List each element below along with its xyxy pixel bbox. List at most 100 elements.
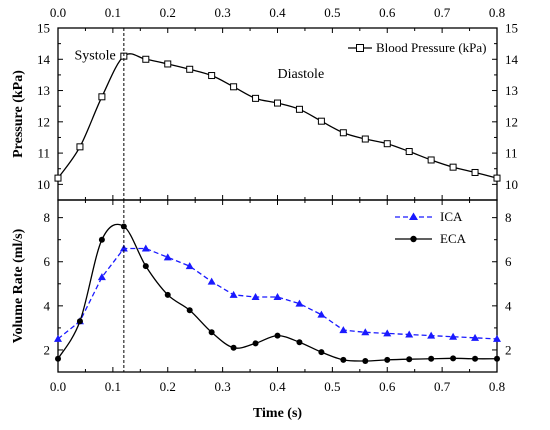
data-point-eca [142, 263, 149, 270]
data-point-eca [230, 344, 237, 351]
data-point-ica [163, 253, 172, 261]
y-tick-label-right: 11 [505, 146, 518, 161]
x-tick-label: 0.1 [105, 379, 121, 394]
data-point-ica [54, 334, 62, 342]
data-point-blood-pressure-kpa [142, 55, 150, 63]
x-tick-label: 0.6 [379, 379, 396, 394]
data-point-eca [252, 340, 259, 347]
data-point-eca [296, 339, 303, 346]
data-point-blood-pressure-kpa [186, 65, 194, 73]
data-point-blood-pressure-kpa [76, 143, 84, 151]
y-tick-label-left: 12 [37, 114, 50, 129]
y-tick-label-right: 10 [505, 177, 518, 192]
time-x-axis-title: Time (s) [253, 406, 302, 421]
data-point-blood-pressure-kpa [230, 83, 238, 91]
data-point-blood-pressure-kpa [208, 72, 216, 80]
data-point-blood-pressure-kpa [252, 94, 260, 102]
data-point-ica [383, 329, 392, 337]
volume-rate-y-tick-labels-left: 2 4 6 8 [44, 210, 51, 357]
y-tick-label-left: 2 [44, 342, 51, 357]
y-tick-label-left: 13 [37, 83, 50, 98]
data-point-ica [405, 330, 414, 338]
data-point-ica [97, 273, 106, 281]
data-point-eca [208, 329, 215, 336]
data-point-ica [427, 331, 436, 339]
data-point-eca [494, 355, 500, 362]
legend-marker-eca [410, 235, 417, 243]
data-point-ica [295, 299, 304, 307]
data-point-blood-pressure-kpa [317, 117, 325, 125]
x-tick-label: 0.5 [324, 5, 340, 20]
data-point-blood-pressure-kpa [493, 174, 501, 182]
y-tick-label-left: 4 [44, 298, 51, 313]
volume-rate-series [54, 223, 501, 364]
data-point-eca [76, 318, 83, 325]
data-point-eca [318, 349, 325, 356]
y-tick-label-left: 8 [44, 210, 51, 225]
legend-marker-ica [409, 212, 418, 220]
diastole-annotation: Diastole [278, 67, 325, 82]
systole-annotation: Systole [74, 48, 115, 63]
volume-rate-legend: ICA ECA [395, 209, 467, 246]
data-point-blood-pressure-kpa [295, 105, 303, 113]
data-point-blood-pressure-kpa [471, 168, 479, 176]
x-tick-label: 0.6 [379, 5, 396, 20]
x-tick-label: 0.3 [215, 379, 231, 394]
y-tick-label-left: 6 [44, 254, 51, 269]
legend-marker-blood-pressure [356, 44, 364, 52]
data-point-ica [273, 293, 282, 301]
pressure-axis-ticks [57, 27, 498, 201]
y-tick-label-right: 15 [505, 21, 518, 36]
x-tick-label: 0.1 [105, 5, 121, 20]
data-point-eca [428, 355, 435, 362]
data-point-eca [472, 355, 479, 362]
x-tick-label: 0.5 [324, 379, 340, 394]
pressure-panel: 0.0 0.1 0.2 0.3 0.4 0.5 0.6 0.7 0.8 10 11 12 13 14 15… [11, 5, 519, 201]
data-point-eca [55, 355, 61, 362]
legend-label-eca: ECA [440, 231, 467, 246]
bottom-x-tick-labels: 0.0 0.1 0.2 0.3 0.4 0.5 0.6 0.7 0.8 [50, 379, 505, 394]
pressure-y-tick-labels-right: 10 11 12 13 14 15 [505, 21, 519, 192]
data-point-blood-pressure-kpa [98, 93, 106, 101]
data-point-eca [362, 357, 369, 364]
legend-label-blood-pressure: Blood Pressure (kPa) [376, 40, 487, 55]
data-point-ica [207, 277, 216, 285]
data-point-ica [493, 334, 501, 342]
top-x-tick-labels: 0.0 0.1 0.2 0.3 0.4 0.5 0.6 0.7 0.8 [50, 5, 505, 20]
x-tick-label: 0.2 [160, 5, 176, 20]
y-tick-label-right: 4 [505, 298, 512, 313]
x-tick-label: 0.4 [269, 379, 286, 394]
data-point-blood-pressure-kpa [274, 99, 281, 107]
y-tick-label-left: 15 [37, 21, 50, 36]
data-point-blood-pressure-kpa [54, 174, 62, 182]
y-tick-label-right: 12 [505, 114, 518, 129]
x-tick-label: 0.8 [489, 5, 505, 20]
data-point-eca [450, 355, 457, 362]
data-point-blood-pressure-kpa [405, 148, 413, 156]
data-point-ica [229, 290, 238, 298]
x-tick-label: 0.8 [489, 379, 505, 394]
volume-rate-panel: 0.0 0.1 0.2 0.3 0.4 0.5 0.6 0.7 0.8 2 4 6 8 2 4 6 8 IC… [11, 199, 512, 421]
y-tick-label-right: 14 [505, 52, 519, 67]
pressure-series [54, 52, 501, 182]
y-tick-label-left: 14 [37, 52, 51, 67]
data-point-blood-pressure-kpa [383, 140, 391, 148]
y-tick-label-left: 11 [37, 146, 50, 161]
data-point-ica [141, 244, 150, 252]
volume-rate-y-axis-title: Volume Rate (ml/s) [11, 228, 26, 343]
volume-rate-axis-ticks [57, 200, 498, 373]
data-point-blood-pressure-kpa [427, 156, 435, 164]
pressure-legend: Blood Pressure (kPa) [348, 40, 487, 55]
series-line-ica [57, 247, 498, 340]
data-point-blood-pressure-kpa [449, 163, 457, 171]
y-tick-label-right: 13 [505, 83, 518, 98]
data-point-ica [449, 332, 458, 340]
x-tick-label: 0.7 [434, 5, 451, 20]
data-point-eca [384, 356, 391, 363]
data-point-ica [119, 244, 128, 252]
x-tick-label: 0.4 [269, 5, 286, 20]
legend-label-ica: ICA [440, 209, 463, 224]
volume-rate-y-tick-labels-right: 2 4 6 8 [505, 210, 512, 357]
pressure-y-axis-title: Pressure (kPa) [11, 70, 26, 158]
